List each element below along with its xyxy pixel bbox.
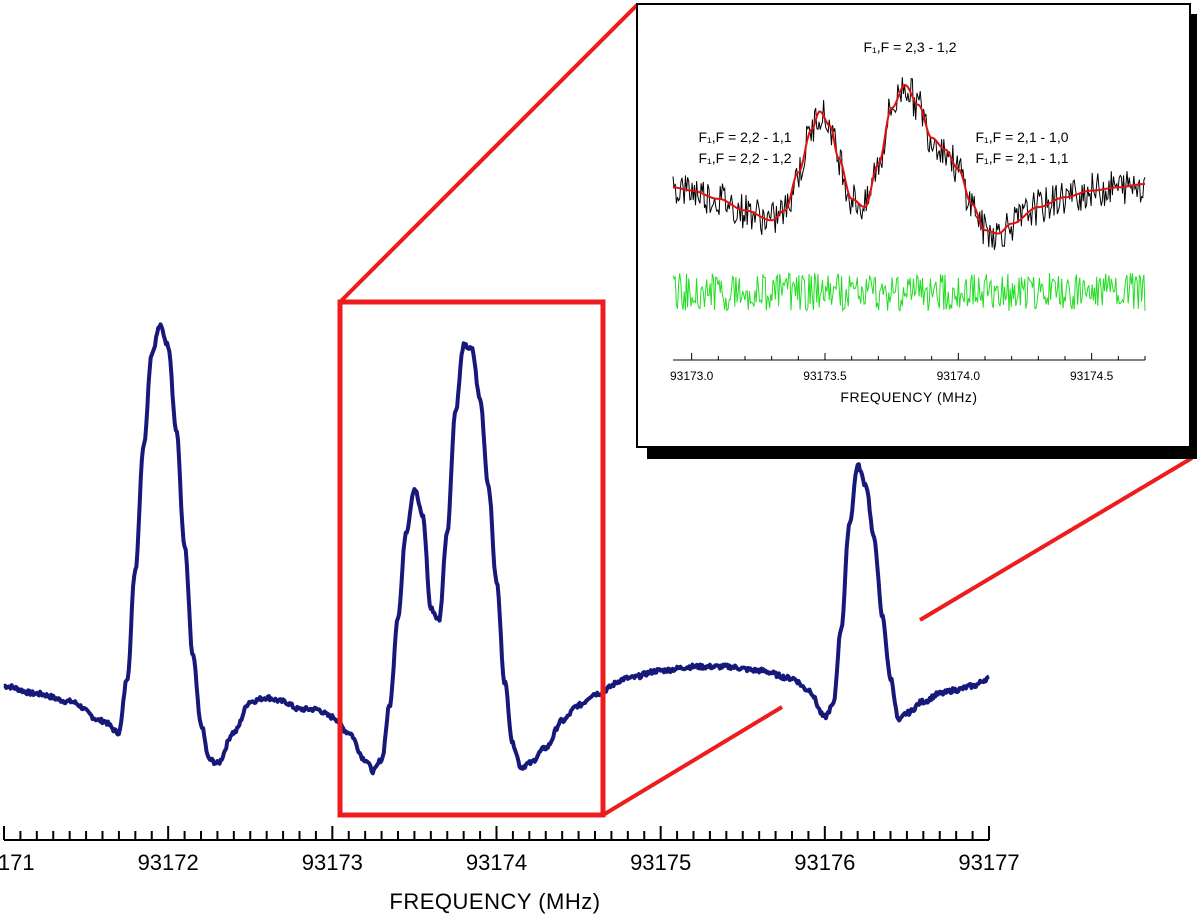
x-tick-label: 93174	[466, 850, 527, 875]
inset-x-tick-label: 93173.5	[803, 369, 847, 383]
inset-x-tick-labels: 93173.0 93173.5 93174.0 93174.5	[670, 369, 1114, 383]
main-x-axis-title: FREQUENCY (MHz)	[389, 889, 600, 914]
zoom-connector-right	[918, 456, 1194, 622]
zoom-connector-top-left	[338, 3, 639, 304]
x-tick-label: 93177	[958, 850, 1019, 875]
inset-panel: 93173.0 93173.5 93174.0 93174.5 FREQUENCY (…	[636, 3, 1197, 459]
annotation-left-1: F₁,F = 2,2 - 1,1	[698, 129, 791, 145]
zoom-indicator	[337, 3, 1194, 818]
annotation-left-2: F₁,F = 2,2 - 1,2	[698, 150, 791, 166]
annotation-right-1: F₁,F = 2,1 - 1,0	[975, 129, 1068, 145]
annotation-top: F₁,F = 2,3 - 1,2	[863, 39, 956, 55]
inset-x-tick-label: 93174.5	[1070, 369, 1114, 383]
inset-x-axis-title: FREQUENCY (MHz)	[840, 389, 977, 405]
inset-x-tick-label: 93173.0	[670, 369, 714, 383]
x-tick-label: 93175	[630, 850, 691, 875]
zoom-box	[337, 299, 606, 818]
main-spectrum-trace	[3, 322, 990, 776]
inset-x-axis	[673, 353, 1146, 361]
inset-residual-trace	[672, 272, 1146, 313]
inset-x-tick-label: 93174.0	[937, 369, 981, 383]
x-tick-label: 93176	[794, 850, 855, 875]
main-x-axis	[3, 826, 990, 841]
annotation-right-2: F₁,F = 2,1 - 1,1	[975, 150, 1068, 166]
inset-frame	[636, 3, 1191, 448]
x-tick-label: 93173	[302, 850, 363, 875]
x-tick-label: 93171	[0, 850, 35, 875]
main-plot: 93171 93172 93173 93174 93175 93176 93177 FREQ…	[0, 322, 1020, 914]
zoom-connector-bottom	[601, 705, 784, 817]
inset-fit-curve	[673, 84, 1145, 235]
x-tick-label: 93172	[138, 850, 199, 875]
main-x-tick-labels: 93171 93172 93173 93174 93175 93176 93177	[0, 850, 1020, 875]
inset-data-trace	[672, 77, 1146, 250]
